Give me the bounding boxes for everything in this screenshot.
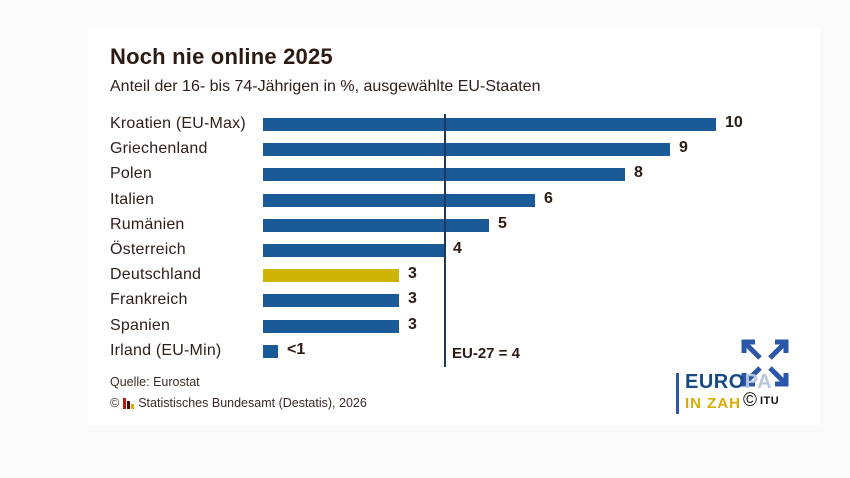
- chart-row: Griechenland 9: [88, 137, 820, 162]
- value-label: 6: [544, 190, 553, 207]
- chart-row: Irland (EU-Min) <1: [88, 339, 820, 364]
- copyright-text: Statistisches Bundesamt (Destatis), 2026: [138, 396, 367, 410]
- chart-row: Deutschland 3: [88, 263, 820, 288]
- logo-divider: [676, 373, 679, 414]
- value-label: 8: [634, 164, 643, 181]
- chart-row: Frankreich 3: [88, 288, 820, 313]
- reference-line-label: EU-27 = 4: [452, 345, 520, 362]
- chart-row: Polen 8: [88, 162, 820, 187]
- logo-text-pa: PA: [744, 371, 773, 393]
- reference-line: [444, 114, 446, 367]
- chart-title: Noch nie online 2025: [110, 44, 333, 69]
- value-label: 4: [453, 240, 462, 257]
- value-label: 3: [408, 265, 417, 282]
- value-label: 9: [679, 139, 688, 156]
- value-label: 10: [725, 114, 743, 131]
- category-label: Irland (EU-Min): [110, 342, 222, 359]
- category-label: Italien: [110, 191, 155, 208]
- chart-area: Kroatien (EU-Max) 10 Griechenland 9 Polen 8 It…: [88, 112, 820, 368]
- value-label: <1: [287, 341, 306, 358]
- bar: [263, 345, 278, 358]
- expand-arrows-icon: [741, 339, 789, 387]
- bar: [263, 194, 535, 207]
- logo-text-euro: EURO: [685, 371, 745, 393]
- europa-logo-text: EUROPA: [685, 371, 772, 394]
- chart-subtitle: Anteil der 16- bis 74-Jährigen in %, aus…: [110, 78, 541, 95]
- category-label: Griechenland: [110, 140, 208, 157]
- bar: [263, 320, 399, 333]
- category-label: Österreich: [110, 241, 186, 258]
- bar: [263, 219, 489, 232]
- value-label: 3: [408, 316, 417, 333]
- value-label: 3: [408, 290, 417, 307]
- copyright-line: © Statistisches Bundesamt (Destatis), 20…: [110, 396, 367, 410]
- destatis-logo-icon: [123, 397, 135, 409]
- category-label: Spanien: [110, 317, 171, 334]
- category-label: Rumänien: [110, 216, 185, 233]
- source-text: Quelle: Eurostat: [110, 375, 200, 389]
- category-label: Kroatien (EU-Max): [110, 115, 246, 132]
- chart-row: Österreich 4: [88, 238, 820, 263]
- category-label: Deutschland: [110, 266, 202, 283]
- copyright-symbol: ©: [110, 396, 120, 410]
- bar: [263, 294, 399, 307]
- copyright-icon: ©: [743, 390, 757, 411]
- bar: [263, 143, 670, 156]
- category-label: Frankreich: [110, 291, 188, 308]
- value-label: 5: [498, 215, 507, 232]
- category-label: Polen: [110, 165, 152, 182]
- itu-watermark: © ITU: [739, 390, 788, 412]
- chart-row: Italien 6: [88, 188, 820, 213]
- bar: [263, 269, 399, 282]
- bar: [263, 118, 716, 131]
- itu-watermark-text: ITU: [760, 394, 780, 407]
- bar: [263, 244, 444, 257]
- chart-row: Rumänien 5: [88, 213, 820, 238]
- chart-row: Kroatien (EU-Max) 10: [88, 112, 820, 137]
- chart-row: Spanien 3: [88, 314, 820, 339]
- chart-card: Noch nie online 2025 Anteil der 16- bis …: [88, 28, 820, 425]
